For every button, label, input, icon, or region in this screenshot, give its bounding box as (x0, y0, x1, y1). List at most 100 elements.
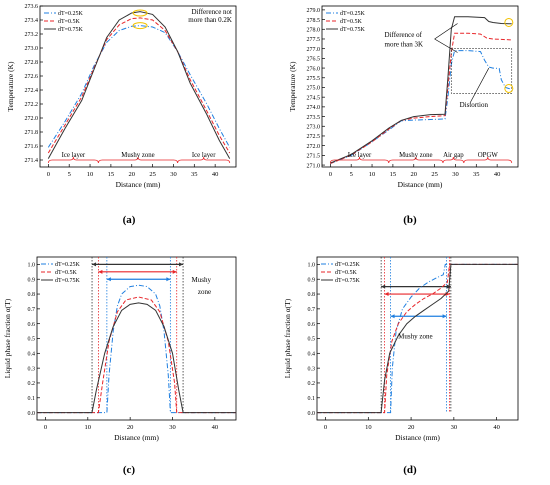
y-tick-label-c: 0.6 (28, 322, 36, 328)
series-line-b-2 (330, 16, 512, 164)
arrow-head-c (166, 277, 171, 282)
y-tick-label-b: 273.0 (307, 124, 321, 130)
legend-label-a: dT=0.5K (58, 19, 81, 25)
y-tick-label-a: 271.6 (25, 144, 39, 150)
x-tick-label-c: 20 (127, 424, 134, 431)
panel-label-c: (c) (123, 464, 136, 476)
x-tick-label-b: 20 (410, 171, 417, 178)
x-tick-label-d: 0 (324, 424, 327, 431)
series-line-a-2 (47, 11, 231, 159)
legend-label-b: dT=0.25K (340, 11, 366, 17)
arrow-head-d (381, 284, 386, 289)
series-line-b-1 (330, 32, 512, 164)
x-tick-label-c: 30 (169, 424, 176, 431)
distortion-box-b (450, 48, 513, 94)
annotation-d: Mushy zone (398, 333, 432, 341)
x-tick-label-a: 30 (170, 171, 177, 178)
y-tick-label-b: 272.5 (307, 134, 321, 140)
arrow-head-c (92, 262, 97, 267)
region-brace-b (329, 156, 390, 164)
series-line-d-1 (317, 263, 518, 414)
series-line-c-0 (37, 284, 236, 414)
y-tick-label-d: 0.2 (308, 381, 316, 387)
x-tick-label-d: 10 (365, 424, 372, 431)
series-line-a-1 (47, 17, 231, 154)
y-axis-label-d: Liquid phase fraction α(T) (283, 298, 292, 378)
y-tick-label-a: 272.8 (25, 60, 39, 66)
series-line-d-2 (317, 263, 518, 414)
arrow-head-d (442, 314, 447, 319)
legend-label-a: dT=0.75K (58, 27, 84, 33)
y-tick-label-d: 0.4 (308, 352, 316, 358)
x-tick-label-a: 5 (68, 171, 71, 178)
y-tick-label-c: 0.3 (28, 366, 36, 372)
x-axis-label-d: Distance (mm) (395, 433, 440, 442)
y-tick-label-a: 271.8 (25, 130, 39, 136)
legend-label-d: dT=0.25K (335, 262, 361, 268)
annotation-pointer-b (434, 38, 458, 53)
y-axis-label-a: Temperature (K) (6, 61, 15, 112)
x-tick-label-a: 20 (128, 171, 135, 178)
y-tick-label-b: 277.5 (307, 37, 321, 43)
y-axis-label-b: Temperature (K) (288, 61, 297, 112)
x-tick-label-b: 25 (431, 171, 438, 178)
region-label-a: Ice layer (192, 152, 216, 159)
series-line-b-0 (330, 50, 512, 164)
y-tick-label-c: 0.0 (28, 411, 36, 417)
y-tick-label-c: 0.4 (28, 352, 36, 358)
plot-frame-a (39, 5, 237, 168)
x-tick-label-c: 40 (212, 424, 219, 431)
y-tick-label-c: 0.5 (28, 337, 36, 343)
x-tick-label-a: 15 (108, 171, 115, 178)
x-tick-label-d: 20 (408, 424, 415, 431)
y-tick-label-b: 271.0 (307, 163, 321, 169)
annotation-b: Difference of (385, 31, 423, 39)
y-tick-label-c: 0.9 (28, 277, 36, 283)
series-line-a-0 (47, 25, 231, 148)
x-tick-label-b: 40 (494, 171, 501, 178)
region-label-a: Mushy zone (121, 152, 154, 159)
y-tick-label-a: 273.2 (25, 32, 39, 38)
x-tick-label-a: 10 (87, 171, 94, 178)
y-tick-label-b: 278.5 (307, 18, 321, 24)
arrow-head-c (179, 262, 184, 267)
region-brace-a (97, 156, 179, 164)
y-tick-label-c: 0.1 (28, 396, 36, 402)
series-line-c-1 (37, 296, 236, 414)
panel-b: 0 5 10 15 20 25 30 35 40 271.0 271.5 272.0 272.5 273.… (288, 5, 519, 189)
region-brace-b (442, 156, 465, 164)
y-tick-label-b: 279.0 (307, 8, 321, 14)
annotation-b: Distortion (460, 101, 489, 109)
legend-label-a: dT=0.25K (58, 11, 84, 17)
region-brace-a (47, 156, 99, 164)
region-brace-b (388, 156, 444, 164)
y-tick-label-a: 272.2 (25, 102, 39, 108)
x-axis-label-a: Distance (mm) (116, 180, 161, 189)
y-tick-label-d: 0.3 (308, 366, 316, 372)
highlight-ellipse-a (132, 22, 148, 30)
x-tick-label-a: 40 (212, 171, 219, 178)
y-tick-label-b: 274.0 (307, 105, 321, 111)
y-tick-label-a: 272.0 (25, 116, 39, 122)
region-label-b: Air gap (443, 152, 464, 159)
y-tick-label-d: 1.0 (308, 263, 316, 269)
y-tick-label-b: 277.0 (307, 47, 321, 53)
x-axis-label-b: Distance (mm) (398, 180, 443, 189)
legend-label-b: dT=0.5K (340, 19, 363, 25)
y-tick-label-a: 271.4 (25, 158, 39, 164)
annotation-c: Mushy (192, 276, 212, 284)
y-tick-label-a: 273.0 (25, 46, 39, 52)
region-label-b: Mushy zone (399, 152, 432, 159)
arrow-head-c (172, 269, 177, 274)
y-tick-label-c: 1.0 (28, 263, 36, 269)
y-tick-label-b: 274.5 (307, 95, 321, 101)
x-tick-label-b: 30 (452, 171, 459, 178)
y-tick-label-c: 0.2 (28, 381, 36, 387)
region-label-b: OPGW (478, 152, 499, 159)
legend-label-d: dT=0.75K (335, 278, 361, 284)
y-tick-label-b: 275.5 (307, 76, 321, 82)
x-tick-label-b: 35 (473, 171, 480, 178)
arrow-head-d (390, 314, 395, 319)
